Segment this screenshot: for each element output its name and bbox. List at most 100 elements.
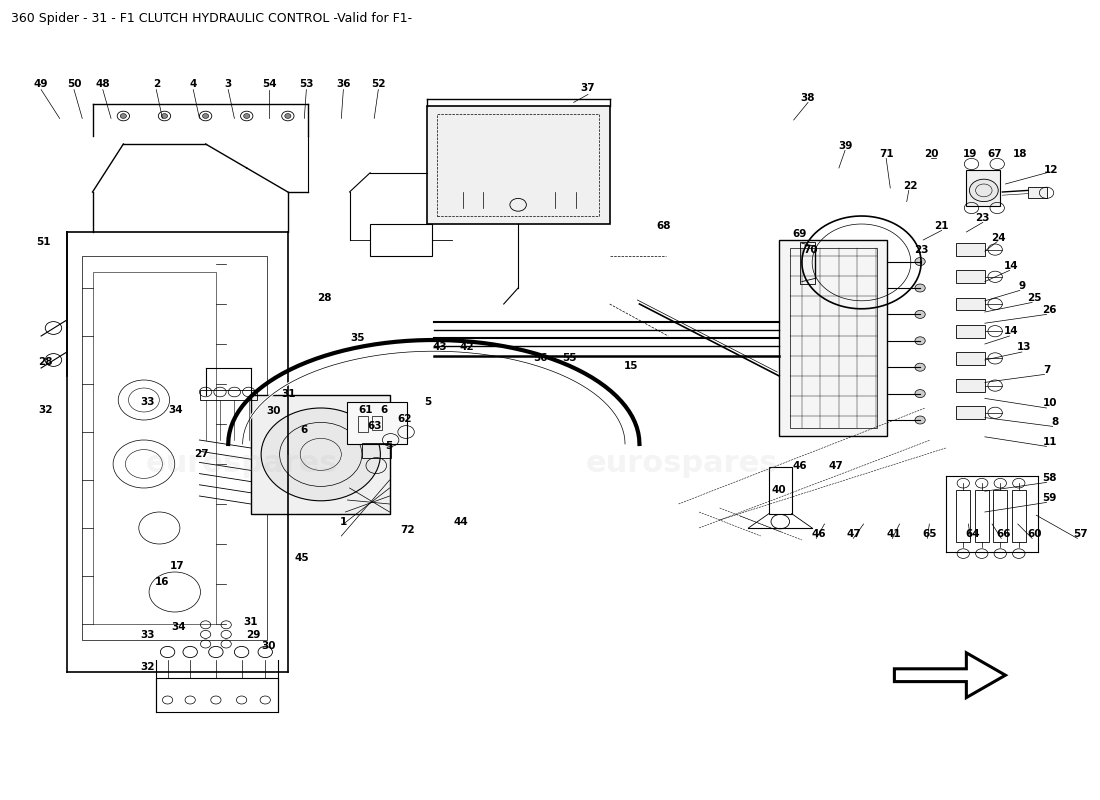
Text: 53: 53 (299, 79, 314, 89)
Circle shape (915, 258, 925, 266)
Text: 46: 46 (811, 529, 826, 538)
Text: 17: 17 (169, 561, 184, 570)
Text: 45: 45 (295, 553, 309, 562)
Text: 10: 10 (1043, 398, 1057, 408)
Text: eurospares: eurospares (145, 450, 339, 478)
Text: 24: 24 (991, 233, 1005, 242)
Bar (427, 106, 609, 224)
Bar (975, 490, 989, 542)
Text: 14: 14 (1004, 326, 1019, 336)
Text: 61: 61 (359, 405, 373, 414)
Text: 6: 6 (381, 405, 388, 414)
Text: 34: 34 (168, 405, 183, 414)
Text: 2: 2 (153, 79, 159, 89)
Text: 70: 70 (803, 245, 817, 254)
Text: 52: 52 (371, 79, 386, 89)
Circle shape (915, 416, 925, 424)
Text: 33: 33 (141, 630, 155, 640)
Text: 48: 48 (96, 79, 110, 89)
Bar (956, 490, 970, 542)
Bar (348, 402, 407, 444)
Bar (200, 390, 257, 400)
Circle shape (915, 390, 925, 398)
Text: 360 Spider - 31 - F1 CLUTCH HYDRAULIC CONTROL -Valid for F1-: 360 Spider - 31 - F1 CLUTCH HYDRAULIC CO… (11, 12, 412, 25)
Text: 34: 34 (172, 622, 186, 632)
Bar (1028, 187, 1046, 198)
Circle shape (915, 310, 925, 318)
Text: 37: 37 (581, 83, 595, 93)
Text: 62: 62 (398, 414, 412, 424)
Bar (372, 416, 383, 430)
Text: 12: 12 (1044, 165, 1058, 174)
Bar (1012, 490, 1026, 542)
Text: 18: 18 (1013, 149, 1027, 158)
Bar (82, 256, 267, 640)
Circle shape (915, 337, 925, 345)
Text: 23: 23 (914, 245, 928, 254)
Text: 31: 31 (243, 617, 258, 626)
Bar (956, 352, 984, 365)
Text: 56: 56 (534, 353, 548, 362)
Text: 41: 41 (887, 529, 901, 538)
Text: 22: 22 (903, 181, 918, 190)
Text: 44: 44 (453, 517, 468, 526)
Text: 57: 57 (1074, 529, 1088, 538)
Text: 19: 19 (964, 149, 978, 158)
Text: 30: 30 (266, 406, 280, 416)
Text: 47: 47 (847, 529, 861, 538)
Text: 28: 28 (39, 357, 53, 366)
Bar (156, 678, 277, 712)
Text: 3: 3 (224, 79, 232, 89)
Text: 40: 40 (772, 485, 786, 494)
Text: 36: 36 (337, 79, 351, 89)
Text: 29: 29 (245, 630, 260, 640)
Text: 5: 5 (385, 441, 393, 450)
Bar (956, 298, 984, 310)
Text: 35: 35 (351, 333, 365, 342)
Text: 1: 1 (340, 517, 346, 526)
Polygon shape (894, 653, 1005, 698)
Text: 65: 65 (922, 529, 936, 538)
Circle shape (261, 408, 381, 501)
Circle shape (120, 114, 127, 118)
Bar (362, 443, 390, 458)
Bar (358, 416, 368, 432)
Text: 42: 42 (460, 342, 474, 352)
Text: 58: 58 (1043, 473, 1057, 482)
Text: 14: 14 (1004, 261, 1019, 270)
Bar (437, 114, 600, 216)
Bar (956, 270, 984, 283)
Bar (92, 272, 216, 624)
Bar (769, 467, 792, 514)
Text: 11: 11 (1043, 437, 1057, 446)
Text: 67: 67 (988, 149, 1002, 158)
Text: 32: 32 (141, 662, 155, 672)
Text: eurospares: eurospares (585, 450, 779, 478)
Text: 47: 47 (828, 461, 844, 470)
Text: 20: 20 (924, 149, 938, 158)
Circle shape (915, 363, 925, 371)
Text: 38: 38 (801, 93, 815, 102)
Circle shape (915, 284, 925, 292)
Text: 30: 30 (261, 641, 276, 650)
Text: 69: 69 (793, 229, 807, 238)
Bar (993, 490, 1008, 542)
Circle shape (285, 114, 290, 118)
Text: 55: 55 (562, 353, 576, 362)
Text: 46: 46 (792, 461, 807, 470)
Text: 9: 9 (1019, 281, 1025, 290)
Text: 72: 72 (399, 525, 415, 534)
Text: 68: 68 (657, 221, 671, 230)
Text: 63: 63 (367, 421, 382, 430)
Text: 32: 32 (39, 405, 53, 414)
Bar (370, 224, 432, 256)
Bar (800, 242, 815, 284)
Bar (956, 379, 984, 392)
Text: 64: 64 (965, 529, 980, 538)
Text: 23: 23 (976, 213, 990, 222)
Bar (251, 395, 389, 514)
Text: 26: 26 (1043, 305, 1057, 314)
Text: 8: 8 (1052, 417, 1058, 426)
Text: 43: 43 (432, 342, 448, 352)
Text: 15: 15 (624, 361, 638, 370)
